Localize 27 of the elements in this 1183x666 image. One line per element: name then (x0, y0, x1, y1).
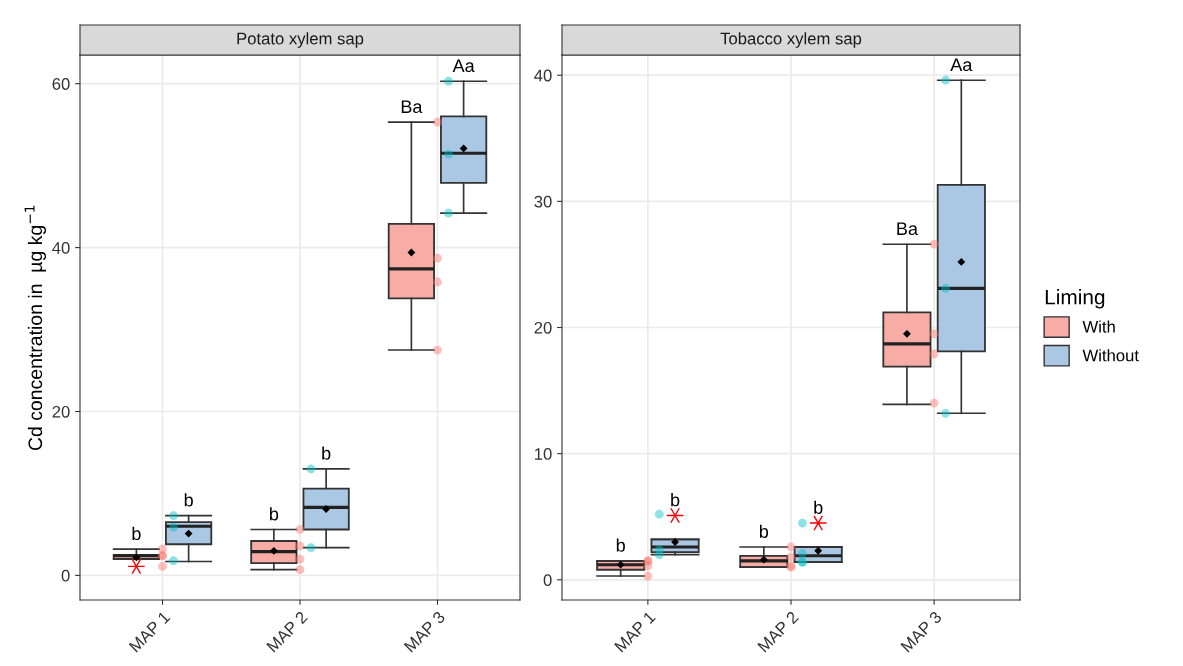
y-tick-label: 40 (52, 242, 70, 254)
y-tick-label: 60 (52, 78, 70, 90)
text: b (132, 526, 141, 541)
y-tick-label: 0 (543, 574, 552, 587)
text: b (322, 446, 331, 460)
y-tick-label: 20 (52, 405, 70, 418)
y-tick-label: 40 (534, 69, 552, 82)
y-tick-label: 0 (61, 569, 70, 582)
text: b (184, 493, 193, 507)
legend-title: Liming (1045, 289, 1105, 309)
text: Ba (897, 222, 918, 236)
y-tick-label: 30 (534, 195, 552, 208)
y-tick-label: 20 (534, 321, 552, 334)
text: Aa (950, 58, 973, 72)
legend-label: With (1082, 320, 1115, 333)
text: b (671, 493, 680, 507)
text: b (616, 538, 625, 552)
text: b (759, 524, 769, 538)
text: b (814, 500, 823, 514)
y-tick-label: 10 (535, 448, 552, 460)
chart-title: Potato xylem sap (237, 32, 364, 48)
text: b (270, 507, 279, 521)
chart-title: Tobacco xylem sap (720, 32, 862, 48)
text: Ba (401, 100, 423, 114)
text: Aa (452, 59, 475, 73)
y-axis-title: Cd concentration in µg kg$^{−1}$ (24, 205, 46, 451)
legend-label: Without (1082, 349, 1139, 362)
